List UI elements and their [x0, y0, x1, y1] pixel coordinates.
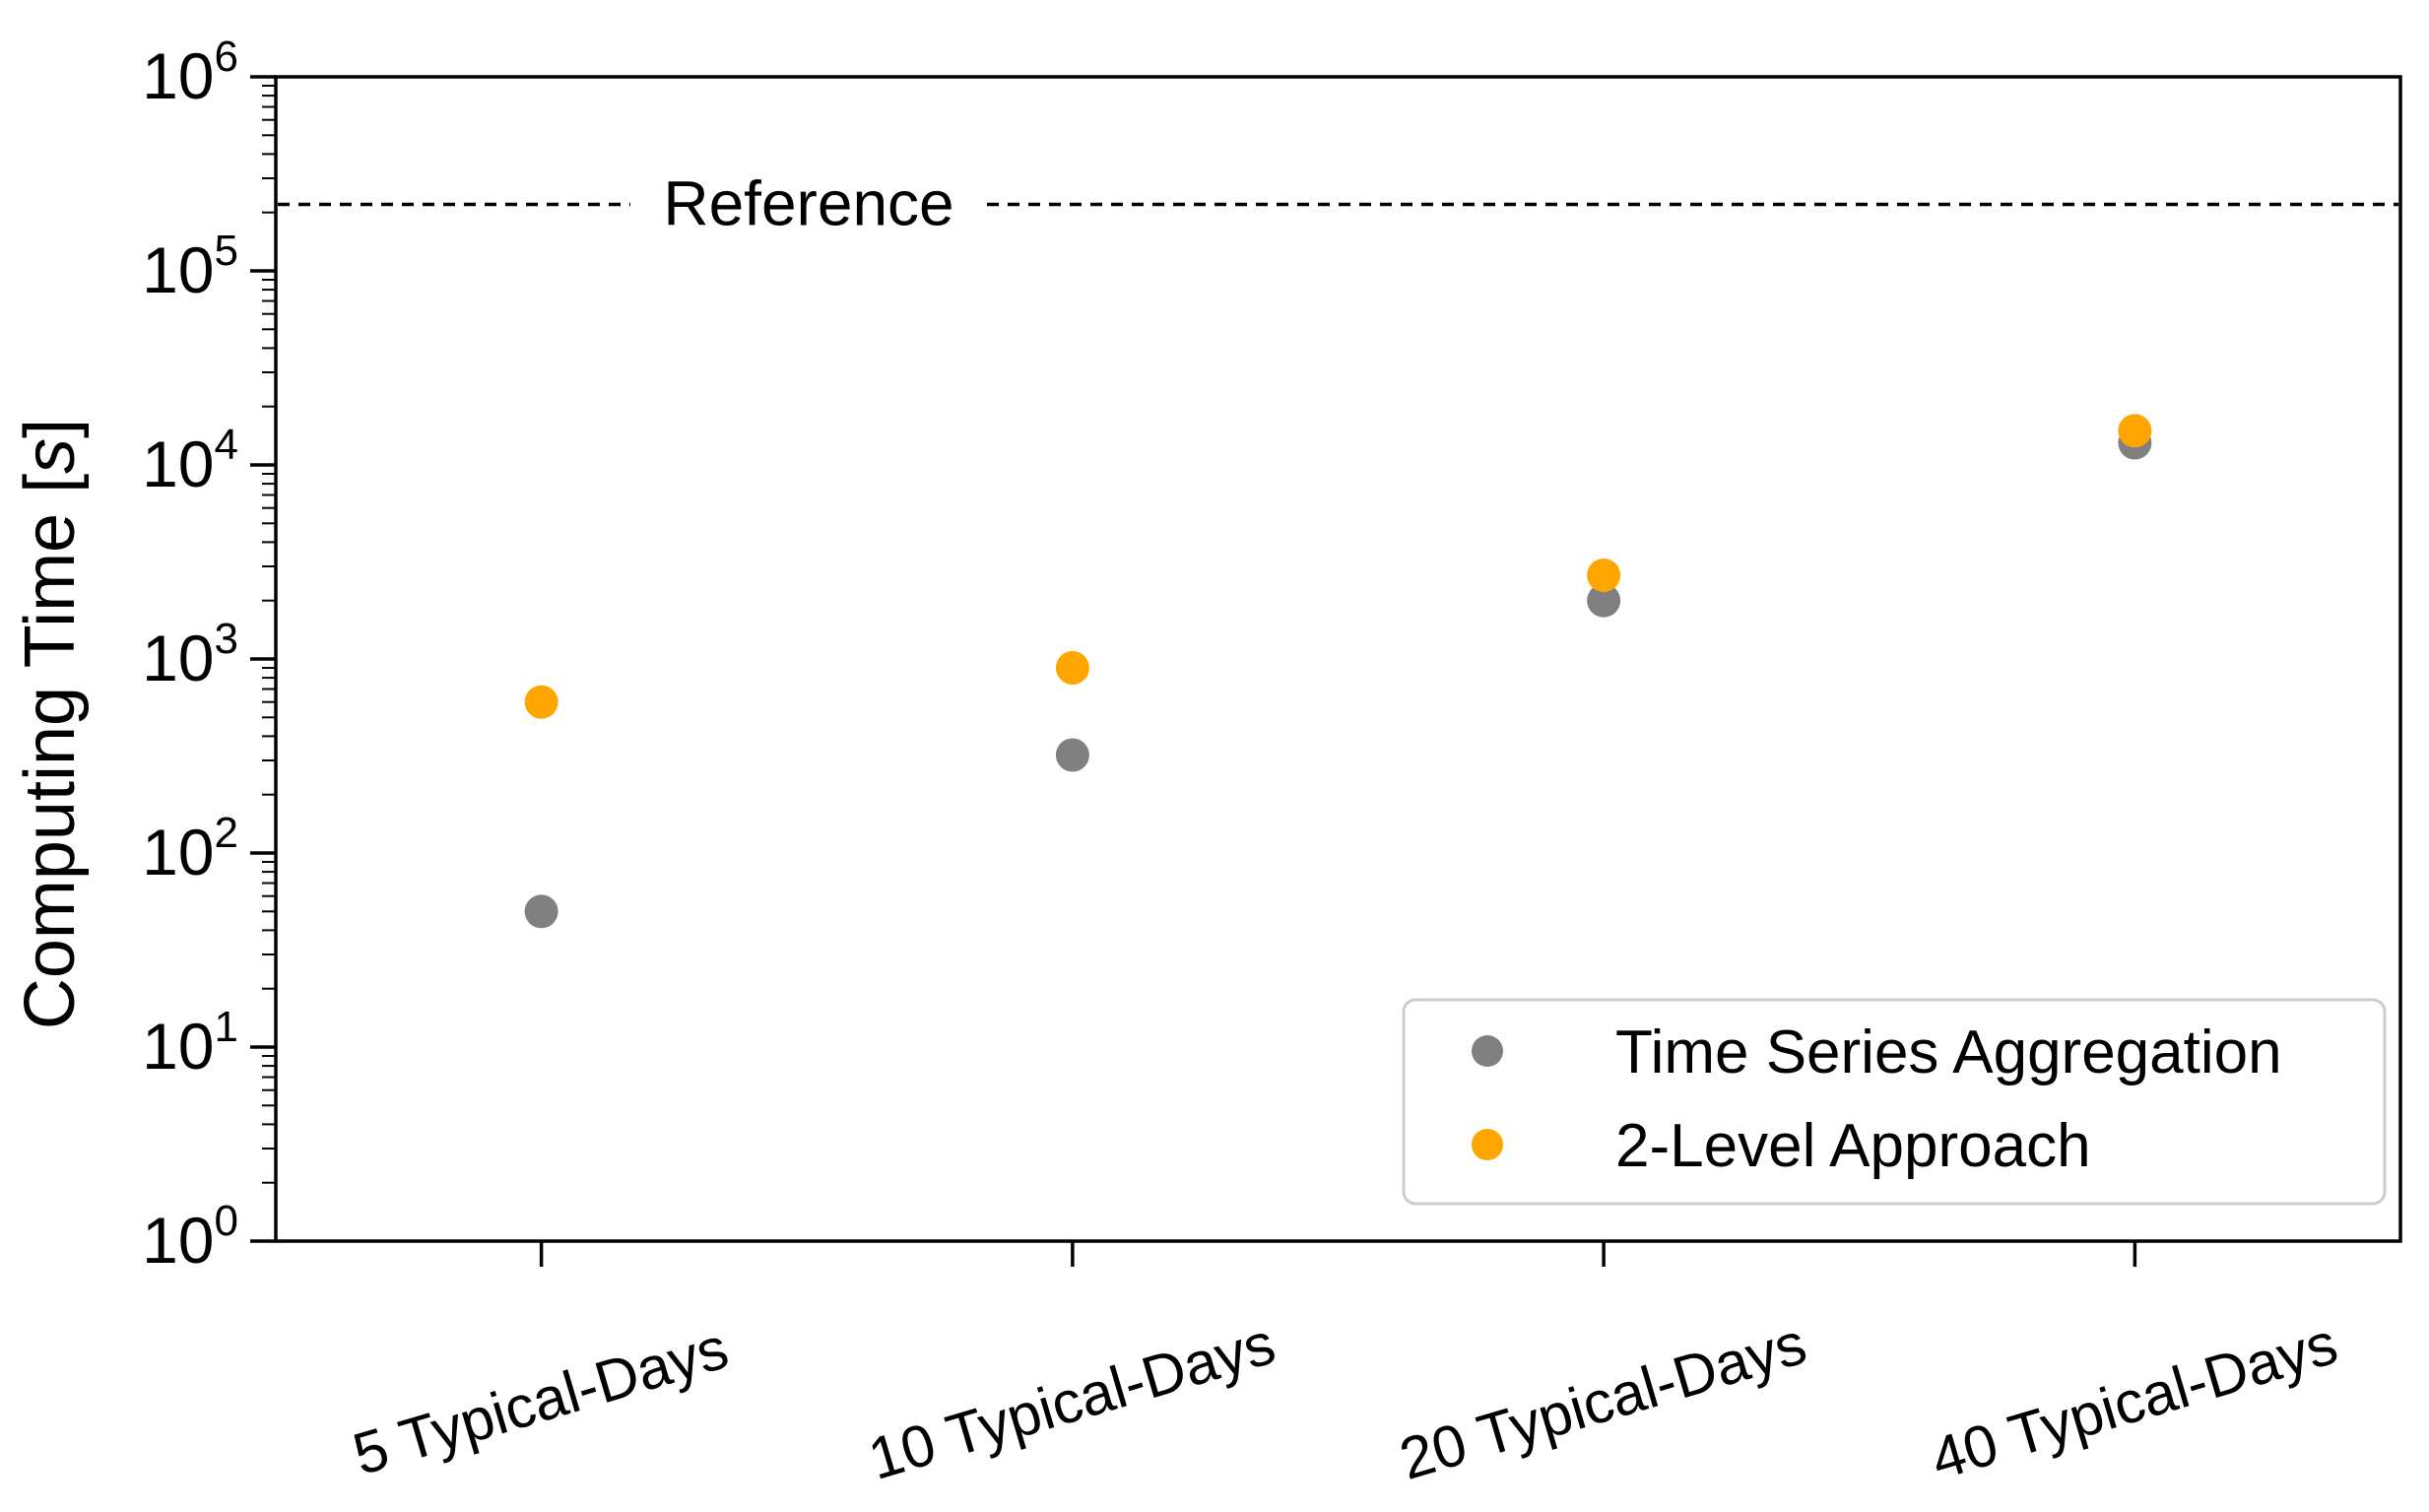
y-axis-title: Computing Time [s]: [11, 419, 90, 1029]
legend-marker-time-series-aggregation: [1472, 1035, 1503, 1067]
data-point-time-series-aggregation: [524, 894, 558, 929]
y-tick-label: 100: [142, 1197, 238, 1277]
x-tick-label: 10 Typical-Days: [861, 1310, 1281, 1492]
data-point-2-level-approach: [2118, 414, 2152, 448]
data-points: [524, 414, 2152, 929]
x-tick-label: 5 Typical-Days: [346, 1315, 735, 1488]
legend-label-time-series-aggregation: Time Series Aggregation: [1615, 1019, 2282, 1086]
y-tick-label: 106: [142, 33, 238, 112]
y-tick-label: 104: [142, 421, 238, 500]
reference-line-group: Reference: [278, 168, 2398, 239]
x-tick-label: 40 Typical-Days: [1924, 1310, 2344, 1492]
y-tick-label: 102: [142, 809, 238, 888]
legend-label-2-level-approach: 2-Level Approach: [1615, 1112, 2091, 1180]
y-tick-label: 105: [142, 227, 238, 306]
y-tick-label: 103: [142, 615, 238, 694]
axes: 100 101 102 103 104 105 106 5 Typical-Days 10 Ty…: [142, 33, 2402, 1492]
legend: Time Series Aggregation 2-Level Approach: [1402, 998, 2387, 1206]
data-point-2-level-approach: [524, 685, 558, 719]
x-tick-label: 20 Typical-Days: [1393, 1310, 1813, 1492]
y-tick-label: 101: [142, 1003, 238, 1083]
data-point-time-series-aggregation: [1587, 583, 1621, 618]
legend-marker-2-level-approach: [1472, 1129, 1503, 1160]
data-point-2-level-approach: [1055, 651, 1089, 686]
data-point-time-series-aggregation: [1055, 738, 1089, 772]
legend-box: [1402, 998, 2387, 1206]
reference-line-label: Reference: [663, 168, 953, 239]
data-point-2-level-approach: [1587, 559, 1621, 593]
